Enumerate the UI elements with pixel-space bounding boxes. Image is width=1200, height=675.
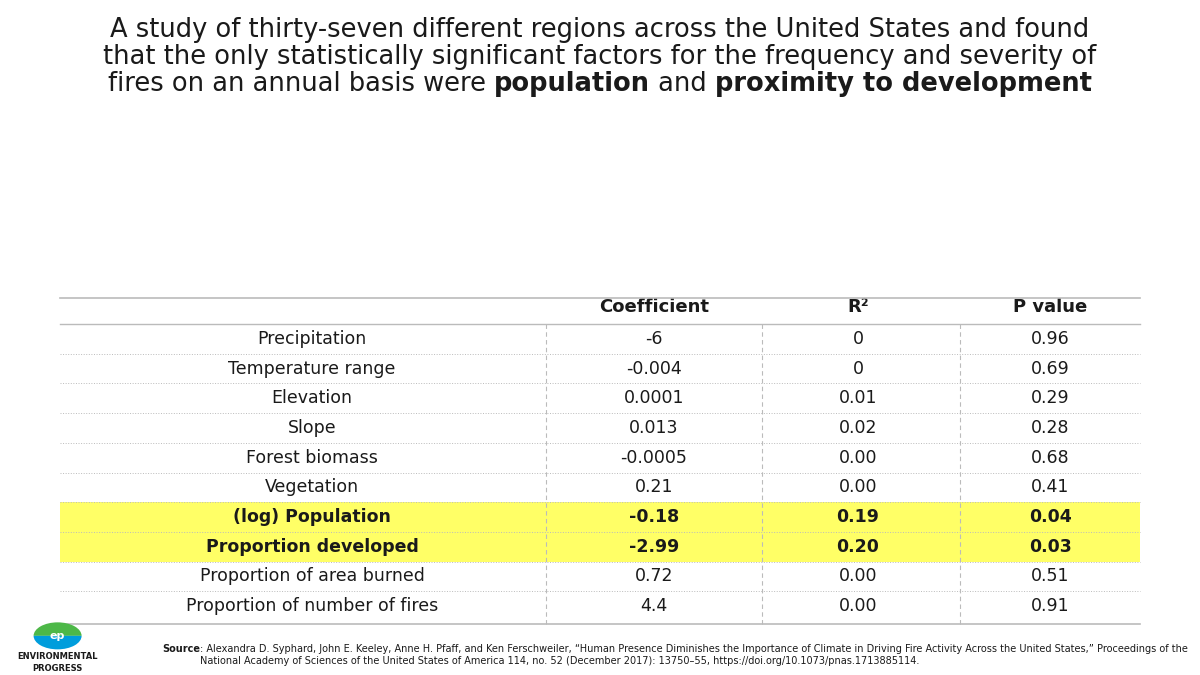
Text: 0: 0 <box>852 360 864 377</box>
Text: Coefficient: Coefficient <box>599 298 709 316</box>
Text: 0.02: 0.02 <box>839 419 877 437</box>
Text: -2.99: -2.99 <box>629 538 679 556</box>
Text: 0.41: 0.41 <box>1031 479 1069 496</box>
Text: 0.03: 0.03 <box>1028 538 1072 556</box>
Text: and: and <box>650 71 715 97</box>
Text: population: population <box>494 71 650 97</box>
Text: 0.21: 0.21 <box>635 479 673 496</box>
Text: : Alexandra D. Syphard, John E. Keeley, Anne H. Pfaff, and Ken Ferschweiler, “Hu: : Alexandra D. Syphard, John E. Keeley, … <box>200 644 1188 666</box>
Text: R²: R² <box>847 298 869 316</box>
Text: Precipitation: Precipitation <box>257 330 367 348</box>
Text: 0.0001: 0.0001 <box>624 389 684 407</box>
Text: 0.91: 0.91 <box>1031 597 1069 615</box>
Text: 0.013: 0.013 <box>629 419 679 437</box>
Wedge shape <box>34 622 82 636</box>
Text: Vegetation: Vegetation <box>265 479 359 496</box>
Text: 0.00: 0.00 <box>839 449 877 466</box>
Text: Temperature range: Temperature range <box>228 360 396 377</box>
Text: -0.0005: -0.0005 <box>620 449 688 466</box>
Text: Elevation: Elevation <box>271 389 353 407</box>
Text: 0.01: 0.01 <box>839 389 877 407</box>
Text: 0.20: 0.20 <box>836 538 880 556</box>
Text: Slope: Slope <box>288 419 336 437</box>
Text: Proportion of area burned: Proportion of area burned <box>199 568 425 585</box>
Text: -0.18: -0.18 <box>629 508 679 526</box>
Text: 0.28: 0.28 <box>1031 419 1069 437</box>
Text: P value: P value <box>1013 298 1087 316</box>
Text: -6: -6 <box>646 330 662 348</box>
Text: 0.51: 0.51 <box>1031 568 1069 585</box>
Text: Proportion of number of fires: Proportion of number of fires <box>186 597 438 615</box>
Text: (log) Population: (log) Population <box>233 508 391 526</box>
Text: 0.68: 0.68 <box>1031 449 1069 466</box>
Text: 0.29: 0.29 <box>1031 389 1069 407</box>
Text: ep: ep <box>50 631 65 641</box>
Bar <box>60 502 1140 532</box>
Text: 0.72: 0.72 <box>635 568 673 585</box>
Text: 0: 0 <box>852 330 864 348</box>
Text: 0.00: 0.00 <box>839 479 877 496</box>
Text: Source: Source <box>162 644 200 654</box>
Text: that the only statistically significant factors for the frequency and severity o: that the only statistically significant … <box>103 44 1097 70</box>
Text: 0.04: 0.04 <box>1028 508 1072 526</box>
Bar <box>60 532 1140 562</box>
Text: 4.4: 4.4 <box>641 597 667 615</box>
Text: 0.00: 0.00 <box>839 568 877 585</box>
Text: -0.004: -0.004 <box>626 360 682 377</box>
Text: 0.19: 0.19 <box>836 508 880 526</box>
Text: A study of thirty-seven different regions across the United States and found: A study of thirty-seven different region… <box>110 17 1090 43</box>
Text: fires on an annual basis were: fires on an annual basis were <box>108 71 494 97</box>
Wedge shape <box>34 636 82 649</box>
Text: proximity to development: proximity to development <box>715 71 1092 97</box>
Text: ENVIRONMENTAL
PROGRESS: ENVIRONMENTAL PROGRESS <box>17 652 98 673</box>
Text: 0.69: 0.69 <box>1031 360 1069 377</box>
Text: Proportion developed: Proportion developed <box>205 538 419 556</box>
Text: 0.96: 0.96 <box>1031 330 1069 348</box>
Text: Forest biomass: Forest biomass <box>246 449 378 466</box>
Text: 0.00: 0.00 <box>839 597 877 615</box>
